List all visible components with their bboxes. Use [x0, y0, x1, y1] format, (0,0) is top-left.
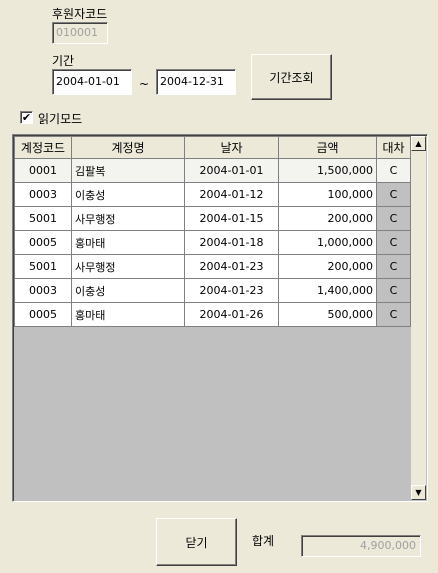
cell-amount[interactable]: 200,000	[278, 206, 377, 231]
period-separator: ~	[139, 77, 150, 91]
cell-code[interactable]: 5001	[14, 206, 72, 231]
cell-name[interactable]: 홍마태	[71, 230, 185, 255]
cell-dc[interactable]: C	[376, 302, 411, 327]
cell-amount[interactable]: 500,000	[278, 302, 377, 327]
total-label: 합계	[252, 534, 275, 548]
ledger-table: 계정코드 계정명 날자 금액 대차 0001 김팔복 2004-01-01 1,…	[14, 136, 411, 327]
scroll-down-icon[interactable]: ▼	[411, 485, 426, 500]
cell-date[interactable]: 2004-01-15	[184, 206, 279, 231]
cell-name[interactable]: 이충성	[71, 278, 185, 303]
column-header-date[interactable]: 날자	[184, 136, 279, 159]
table-row[interactable]: 5001 사무행정 2004-01-23 200,000 C	[14, 254, 411, 279]
cell-dc[interactable]: C	[376, 230, 411, 255]
period-end-field[interactable]: 2004-12-31	[156, 69, 236, 95]
cell-date[interactable]: 2004-01-26	[184, 302, 279, 327]
column-header-code[interactable]: 계정코드	[14, 136, 72, 159]
cell-code[interactable]: 0003	[14, 182, 72, 207]
cell-name[interactable]: 이충성	[71, 182, 185, 207]
column-header-amount[interactable]: 금액	[278, 136, 377, 159]
cell-date[interactable]: 2004-01-01	[184, 158, 279, 183]
cell-amount[interactable]: 100,000	[278, 182, 377, 207]
cell-date[interactable]: 2004-01-18	[184, 230, 279, 255]
table-row[interactable]: 0001 김팔복 2004-01-01 1,500,000 C	[14, 158, 411, 183]
scroll-up-icon[interactable]: ▲	[411, 136, 426, 151]
cell-name[interactable]: 홍마태	[71, 302, 185, 327]
column-header-name[interactable]: 계정명	[71, 136, 185, 159]
read-mode-label: 읽기모드	[38, 112, 83, 126]
cell-dc[interactable]: C	[376, 278, 411, 303]
cell-date[interactable]: 2004-01-23	[184, 254, 279, 279]
cell-dc[interactable]: C	[376, 158, 411, 183]
read-mode-checkbox[interactable]: ✔	[20, 111, 33, 124]
cell-code[interactable]: 0001	[14, 158, 72, 183]
cell-code[interactable]: 0005	[14, 230, 72, 255]
cell-name[interactable]: 사무행정	[71, 254, 185, 279]
table-row[interactable]: 0003 이충성 2004-01-12 100,000 C	[14, 182, 411, 207]
total-field[interactable]: 4,900,000	[301, 535, 421, 557]
cell-code[interactable]: 0005	[14, 302, 72, 327]
period-query-button[interactable]: 기간조회	[251, 54, 332, 100]
table-row[interactable]: 0005 홍마태 2004-01-26 500,000 C	[14, 302, 411, 327]
cell-dc[interactable]: C	[376, 254, 411, 279]
grid-header-row: 계정코드 계정명 날자 금액 대차	[14, 136, 411, 159]
table-row[interactable]: 0003 이충성 2004-01-23 1,400,000 C	[14, 278, 411, 303]
table-row[interactable]: 0005 홍마태 2004-01-18 1,000,000 C	[14, 230, 411, 255]
cell-dc[interactable]: C	[376, 182, 411, 207]
cell-amount[interactable]: 200,000	[278, 254, 377, 279]
column-header-dc[interactable]: 대차	[376, 136, 411, 159]
cell-amount[interactable]: 1,400,000	[278, 278, 377, 303]
cell-name[interactable]: 사무행정	[71, 206, 185, 231]
cell-date[interactable]: 2004-01-23	[184, 278, 279, 303]
cell-date[interactable]: 2004-01-12	[184, 182, 279, 207]
period-start-field[interactable]: 2004-01-01	[52, 69, 132, 95]
close-button[interactable]: 닫기	[156, 518, 237, 566]
sponsor-code-label: 후원자코드	[52, 7, 108, 21]
vertical-scrollbar[interactable]: ▲ ▼	[411, 136, 426, 500]
cell-dc[interactable]: C	[376, 206, 411, 231]
ledger-grid[interactable]: 계정코드 계정명 날자 금액 대차 0001 김팔복 2004-01-01 1,…	[12, 134, 428, 502]
period-label: 기간	[52, 54, 75, 68]
cell-amount[interactable]: 1,000,000	[278, 230, 377, 255]
cell-code[interactable]: 5001	[14, 254, 72, 279]
cell-code[interactable]: 0003	[14, 278, 72, 303]
table-row[interactable]: 5001 사무행정 2004-01-15 200,000 C	[14, 206, 411, 231]
cell-amount[interactable]: 1,500,000	[278, 158, 377, 183]
cell-name[interactable]: 김팔복	[71, 158, 185, 183]
sponsor-code-field[interactable]: 010001	[52, 22, 108, 44]
